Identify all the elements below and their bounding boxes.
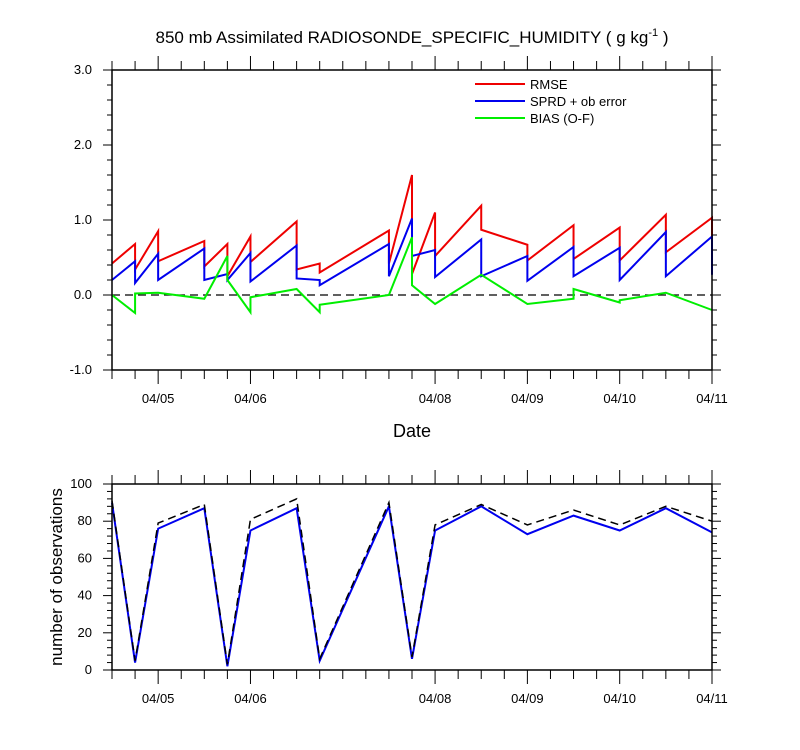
x-tick-label: 04/11 bbox=[696, 391, 728, 406]
top-plot-area bbox=[111, 174, 713, 316]
y-tick-label: 3.0 bbox=[74, 62, 92, 77]
x-tick-label: 04/10 bbox=[603, 391, 636, 406]
bottom-plot-area bbox=[111, 497, 713, 667]
bottom-frame bbox=[111, 483, 713, 671]
x-tick-label: 04/08 bbox=[419, 691, 452, 706]
y-tick-label: 1.0 bbox=[74, 212, 92, 227]
legend: RMSE SPRD + ob error BIAS (O-F) bbox=[475, 77, 627, 126]
x-tick-label: 04/08 bbox=[419, 391, 452, 406]
y-tick-label: 20 bbox=[78, 625, 92, 640]
y-tick-label: 100 bbox=[70, 476, 92, 491]
series-line-bias-o-f bbox=[111, 236, 713, 316]
x-tick-label: 04/09 bbox=[511, 691, 544, 706]
series-line-possible bbox=[111, 497, 713, 665]
chart-title: 850 mb Assimilated RADIOSONDE_SPECIFIC_H… bbox=[156, 27, 669, 47]
series-line-used bbox=[111, 502, 713, 667]
y-tick-label: -1.0 bbox=[70, 362, 92, 377]
y-tick-label: 80 bbox=[78, 513, 92, 528]
y-tick-label: 0.0 bbox=[74, 287, 92, 302]
top-ticks: -1.0 0.0 1.0 2.0 3.0 04/05 04/06 04/08 04/09 04/1… bbox=[70, 56, 728, 406]
y-axis-label: number of observations bbox=[47, 488, 66, 666]
y-tick-label: 40 bbox=[78, 588, 92, 603]
legend-sprd-label: SPRD + ob error bbox=[530, 94, 627, 109]
bottom-ticks: 0 20 40 60 80 100 04/05 04/06 04/08 04/09 04/10 04/… bbox=[70, 470, 728, 706]
x-tick-label: 04/10 bbox=[603, 691, 636, 706]
series-line-sprd-ob-error bbox=[111, 218, 713, 288]
x-axis-label: Date bbox=[393, 421, 431, 441]
x-tick-label: 04/06 bbox=[234, 391, 267, 406]
bottom-panel: 0 20 40 60 80 100 04/05 04/06 04/08 04/09 04/10 04/… bbox=[47, 470, 728, 706]
x-tick-label: 04/05 bbox=[142, 691, 175, 706]
legend-bias-label: BIAS (O-F) bbox=[530, 111, 594, 126]
y-tick-label: 60 bbox=[78, 550, 92, 565]
x-tick-label: 04/06 bbox=[234, 691, 267, 706]
x-tick-label: 04/11 bbox=[696, 691, 728, 706]
y-tick-label: 0 bbox=[85, 662, 92, 677]
x-tick-label: 04/05 bbox=[142, 391, 175, 406]
top-panel: -1.0 0.0 1.0 2.0 3.0 04/05 04/06 04/08 04/09 04/1… bbox=[70, 56, 728, 441]
y-tick-label: 2.0 bbox=[74, 137, 92, 152]
x-tick-label: 04/09 bbox=[511, 391, 544, 406]
legend-rmse-label: RMSE bbox=[530, 77, 568, 92]
